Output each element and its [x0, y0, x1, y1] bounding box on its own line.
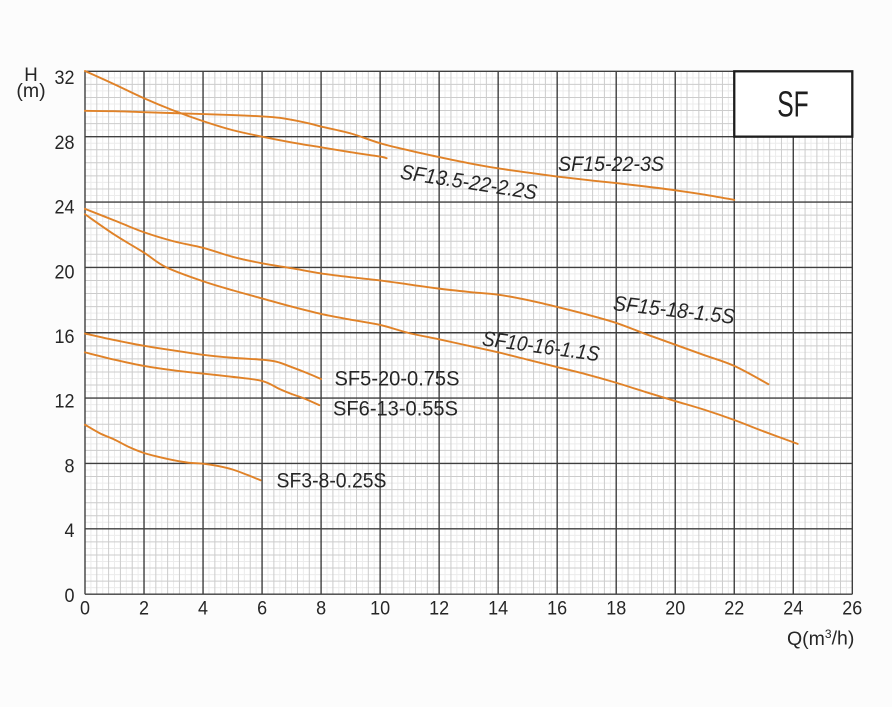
svg-text:H: H [24, 64, 38, 86]
svg-text:12: 12 [55, 391, 75, 413]
svg-text:8: 8 [65, 455, 75, 477]
svg-text:18: 18 [606, 598, 626, 620]
svg-text:4: 4 [65, 520, 75, 542]
svg-text:20: 20 [665, 598, 685, 620]
svg-text:SF: SF [777, 84, 809, 125]
svg-text:26: 26 [842, 598, 862, 620]
svg-text:2: 2 [139, 598, 149, 620]
svg-text:24: 24 [55, 197, 75, 219]
svg-text:Q(m3/h): Q(m3/h) [787, 627, 854, 650]
svg-text:4: 4 [198, 598, 208, 620]
svg-text:12: 12 [429, 598, 449, 620]
svg-text:6: 6 [257, 598, 267, 620]
svg-text:SF15-22-3S: SF15-22-3S [558, 153, 664, 176]
svg-text:24: 24 [783, 598, 803, 620]
svg-text:16: 16 [547, 598, 567, 620]
svg-text:14: 14 [488, 598, 508, 620]
svg-text:SF3-8-0.25S: SF3-8-0.25S [277, 469, 387, 492]
svg-text:SF5-20-0.75S: SF5-20-0.75S [335, 367, 460, 390]
svg-text:10: 10 [370, 598, 390, 620]
svg-text:8: 8 [316, 598, 326, 620]
svg-text:16: 16 [55, 326, 75, 348]
svg-text:32: 32 [55, 67, 75, 89]
svg-text:(m): (m) [16, 80, 45, 102]
svg-text:28: 28 [55, 132, 75, 154]
svg-text:0: 0 [80, 598, 90, 620]
svg-text:SF6-13-0.55S: SF6-13-0.55S [333, 398, 458, 421]
svg-text:22: 22 [724, 598, 744, 620]
svg-text:0: 0 [65, 585, 75, 607]
svg-text:20: 20 [55, 261, 75, 283]
